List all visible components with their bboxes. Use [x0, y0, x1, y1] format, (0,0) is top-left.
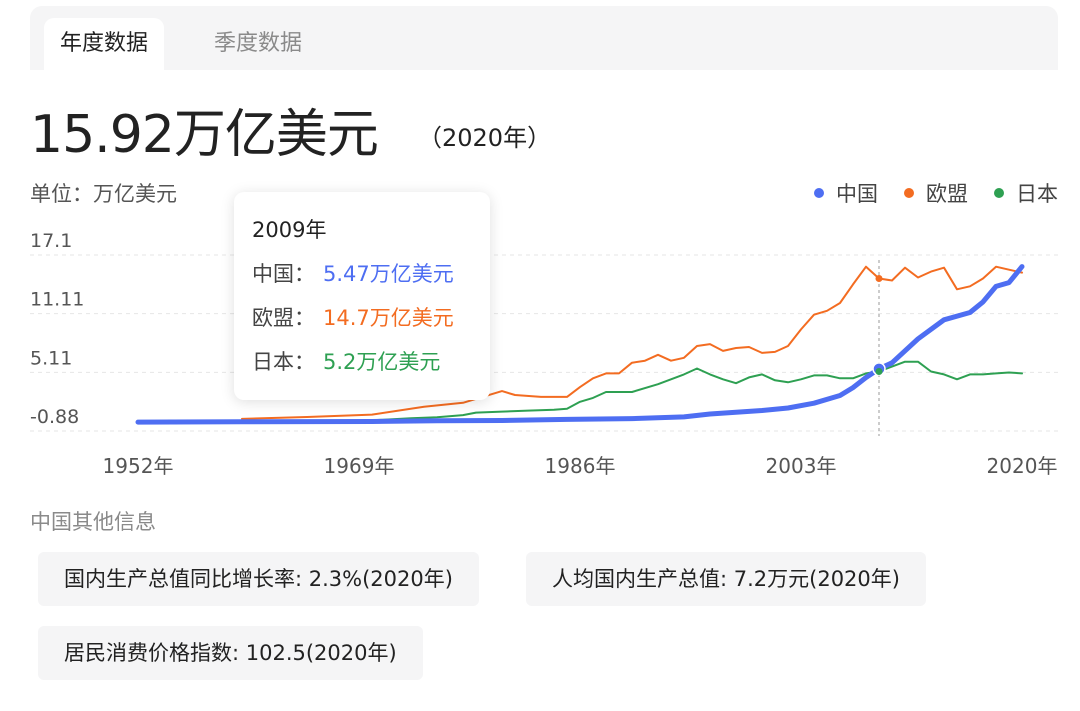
legend-dot-japan	[994, 188, 1004, 198]
tooltip-year: 2009年	[252, 218, 327, 242]
headline-year-note: （2020年）	[418, 124, 552, 152]
legend-item-china[interactable]: 中国	[814, 178, 878, 208]
unit-label: 单位：万亿美元	[30, 182, 177, 206]
chart-tooltip: 2009年 中国： 5.47万亿美元 欧盟： 14.7万亿美元 日本： 5.2万亿美元	[234, 192, 490, 400]
hover-marker-1	[875, 274, 883, 282]
y-tick-label: 17.1	[30, 230, 72, 252]
legend-item-japan[interactable]: 日本	[994, 178, 1058, 208]
tooltip-label-eu: 欧盟：	[252, 306, 315, 330]
tooltip-label-japan: 日本：	[252, 350, 315, 374]
tooltip-value-japan: 5.2万亿美元	[323, 350, 441, 374]
tooltip-row-eu: 欧盟： 14.7万亿美元	[252, 302, 454, 332]
y-tick-label: 11.11	[30, 289, 84, 311]
x-tick-label: 1952年	[103, 454, 174, 478]
y-tick-label: 5.11	[30, 347, 72, 369]
y-tick-label: -0.88	[30, 406, 79, 428]
gdp-line-chart[interactable]: 17.1 11.11 5.11 -0.88 1952年 1969年 1986年 2003年 20…	[0, 230, 1080, 490]
chart-legend: 中国 欧盟 日本	[814, 178, 1058, 208]
tooltip-row-china: 中国： 5.47万亿美元	[252, 258, 454, 288]
x-tick-label: 2020年	[987, 454, 1058, 478]
tab-annual-data[interactable]: 年度数据	[44, 18, 165, 70]
legend-item-eu[interactable]: 欧盟	[904, 178, 968, 208]
x-tick-label: 1986年	[545, 454, 616, 478]
series-line-0	[135, 264, 1025, 425]
legend-label-china: 中国	[836, 182, 878, 206]
series-line-2	[241, 360, 1023, 423]
tooltip-label-china: 中国：	[252, 262, 315, 286]
tooltip-value-eu: 14.7万亿美元	[323, 306, 454, 330]
other-info-title: 中国其他信息	[30, 510, 156, 534]
info-chip-gdp-per-capita[interactable]: 人均国内生产总值: 7.2万元(2020年)	[526, 552, 926, 606]
legend-dot-china	[814, 188, 824, 198]
headline-value: 15.92万亿美元	[30, 105, 379, 165]
x-tick-label: 2003年	[766, 454, 837, 478]
legend-label-japan: 日本	[1016, 182, 1058, 206]
legend-dot-eu	[904, 188, 914, 198]
info-chip-gdp-growth[interactable]: 国内生产总值同比增长率: 2.3%(2020年)	[38, 552, 479, 606]
legend-label-eu: 欧盟	[926, 182, 968, 206]
x-tick-label: 1969年	[324, 454, 395, 478]
series-line-1	[241, 265, 1023, 420]
tab-bar: 年度数据 季度数据	[30, 6, 1058, 70]
tooltip-row-japan: 日本： 5.2万亿美元	[252, 346, 440, 376]
hover-marker-2	[875, 367, 883, 375]
tab-quarterly-data[interactable]: 季度数据	[214, 31, 303, 56]
tooltip-value-china: 5.47万亿美元	[323, 262, 454, 286]
info-chip-cpi[interactable]: 居民消费价格指数: 102.5(2020年)	[38, 626, 423, 680]
